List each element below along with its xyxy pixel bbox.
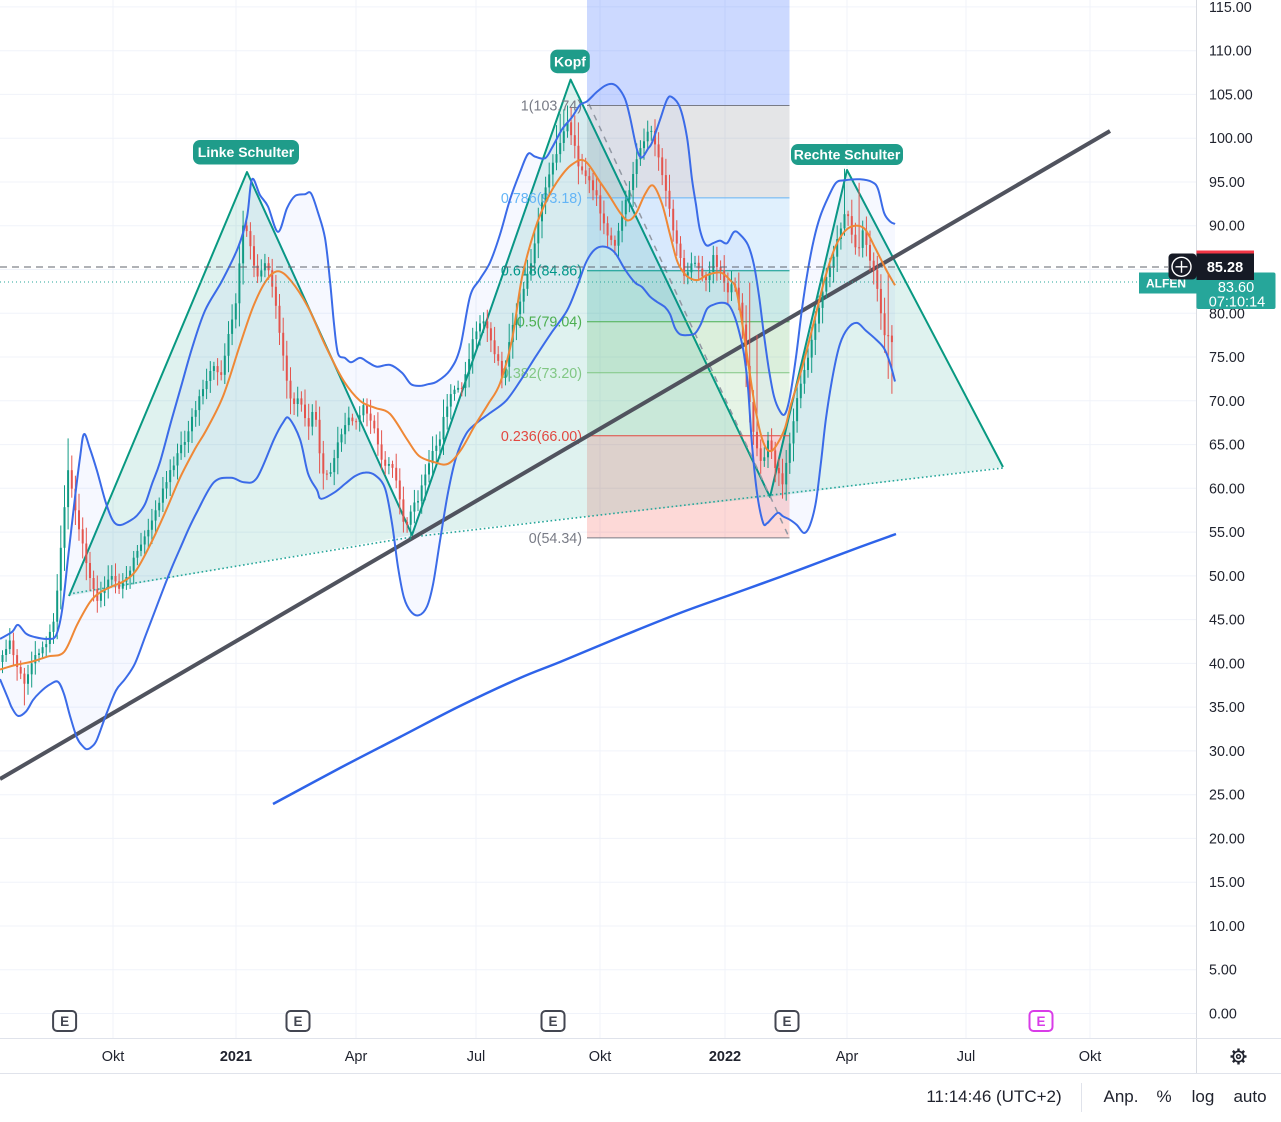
svg-text:15.00: 15.00: [1209, 875, 1245, 891]
svg-text:1(103.74): 1(103.74): [521, 99, 582, 115]
svg-text:Apr: Apr: [836, 1049, 859, 1065]
svg-text:35.00: 35.00: [1209, 700, 1245, 716]
svg-text:Okt: Okt: [102, 1049, 125, 1065]
svg-text:0.618(84.86): 0.618(84.86): [501, 264, 582, 280]
svg-text:110.00: 110.00: [1209, 44, 1252, 60]
svg-text:50.00: 50.00: [1209, 569, 1245, 585]
svg-text:Rechte Schulter: Rechte Schulter: [794, 147, 901, 163]
svg-text:25.00: 25.00: [1209, 788, 1245, 804]
svg-text:Jul: Jul: [957, 1049, 976, 1065]
svg-text:105.00: 105.00: [1209, 87, 1253, 103]
svg-text:%: %: [1156, 1087, 1171, 1106]
svg-text:auto: auto: [1233, 1087, 1266, 1106]
svg-text:70.00: 70.00: [1209, 394, 1245, 410]
svg-text:ALFEN: ALFEN: [1146, 277, 1186, 291]
svg-text:0.5(79.04): 0.5(79.04): [517, 315, 582, 331]
svg-text:10.00: 10.00: [1209, 919, 1245, 935]
svg-text:65.00: 65.00: [1209, 438, 1245, 454]
svg-text:100.00: 100.00: [1209, 131, 1253, 147]
svg-text:95.00: 95.00: [1209, 175, 1245, 191]
svg-text:30.00: 30.00: [1209, 744, 1245, 760]
svg-text:115.00: 115.00: [1209, 0, 1252, 16]
svg-text:60.00: 60.00: [1209, 481, 1245, 497]
svg-text:80.00: 80.00: [1209, 306, 1245, 322]
svg-text:0(54.34): 0(54.34): [529, 531, 582, 547]
svg-text:11:14:46 (UTC+2): 11:14:46 (UTC+2): [926, 1087, 1061, 1106]
svg-text:Okt: Okt: [589, 1049, 612, 1065]
svg-text:45.00: 45.00: [1209, 613, 1245, 629]
svg-text:40.00: 40.00: [1209, 656, 1245, 672]
svg-text:Anp.: Anp.: [1104, 1087, 1139, 1106]
svg-text:0.00: 0.00: [1209, 1007, 1237, 1023]
svg-text:Apr: Apr: [345, 1049, 368, 1065]
svg-text:2022: 2022: [709, 1049, 741, 1065]
svg-text:83.60: 83.60: [1218, 280, 1254, 296]
svg-text:0.236(66.00): 0.236(66.00): [501, 429, 582, 445]
svg-text:E: E: [548, 1014, 557, 1029]
svg-text:90.00: 90.00: [1209, 219, 1245, 235]
svg-text:E: E: [60, 1014, 69, 1029]
svg-text:75.00: 75.00: [1209, 350, 1245, 366]
svg-text:85.28: 85.28: [1207, 260, 1243, 276]
svg-text:log: log: [1192, 1087, 1215, 1106]
svg-text:E: E: [293, 1014, 302, 1029]
svg-text:2021: 2021: [220, 1049, 252, 1065]
svg-text:Linke Schulter: Linke Schulter: [198, 144, 295, 160]
svg-text:Kopf: Kopf: [554, 53, 586, 69]
svg-text:55.00: 55.00: [1209, 525, 1245, 541]
svg-text:0.382(73.20): 0.382(73.20): [501, 366, 582, 382]
svg-text:07:10:14: 07:10:14: [1209, 295, 1265, 311]
svg-text:E: E: [782, 1014, 791, 1029]
svg-text:20.00: 20.00: [1209, 831, 1245, 847]
svg-text:E: E: [1036, 1014, 1045, 1029]
svg-text:Jul: Jul: [467, 1049, 486, 1065]
svg-text:Okt: Okt: [1079, 1049, 1102, 1065]
svg-text:0.786(93.18): 0.786(93.18): [501, 191, 582, 207]
svg-text:5.00: 5.00: [1209, 963, 1237, 979]
